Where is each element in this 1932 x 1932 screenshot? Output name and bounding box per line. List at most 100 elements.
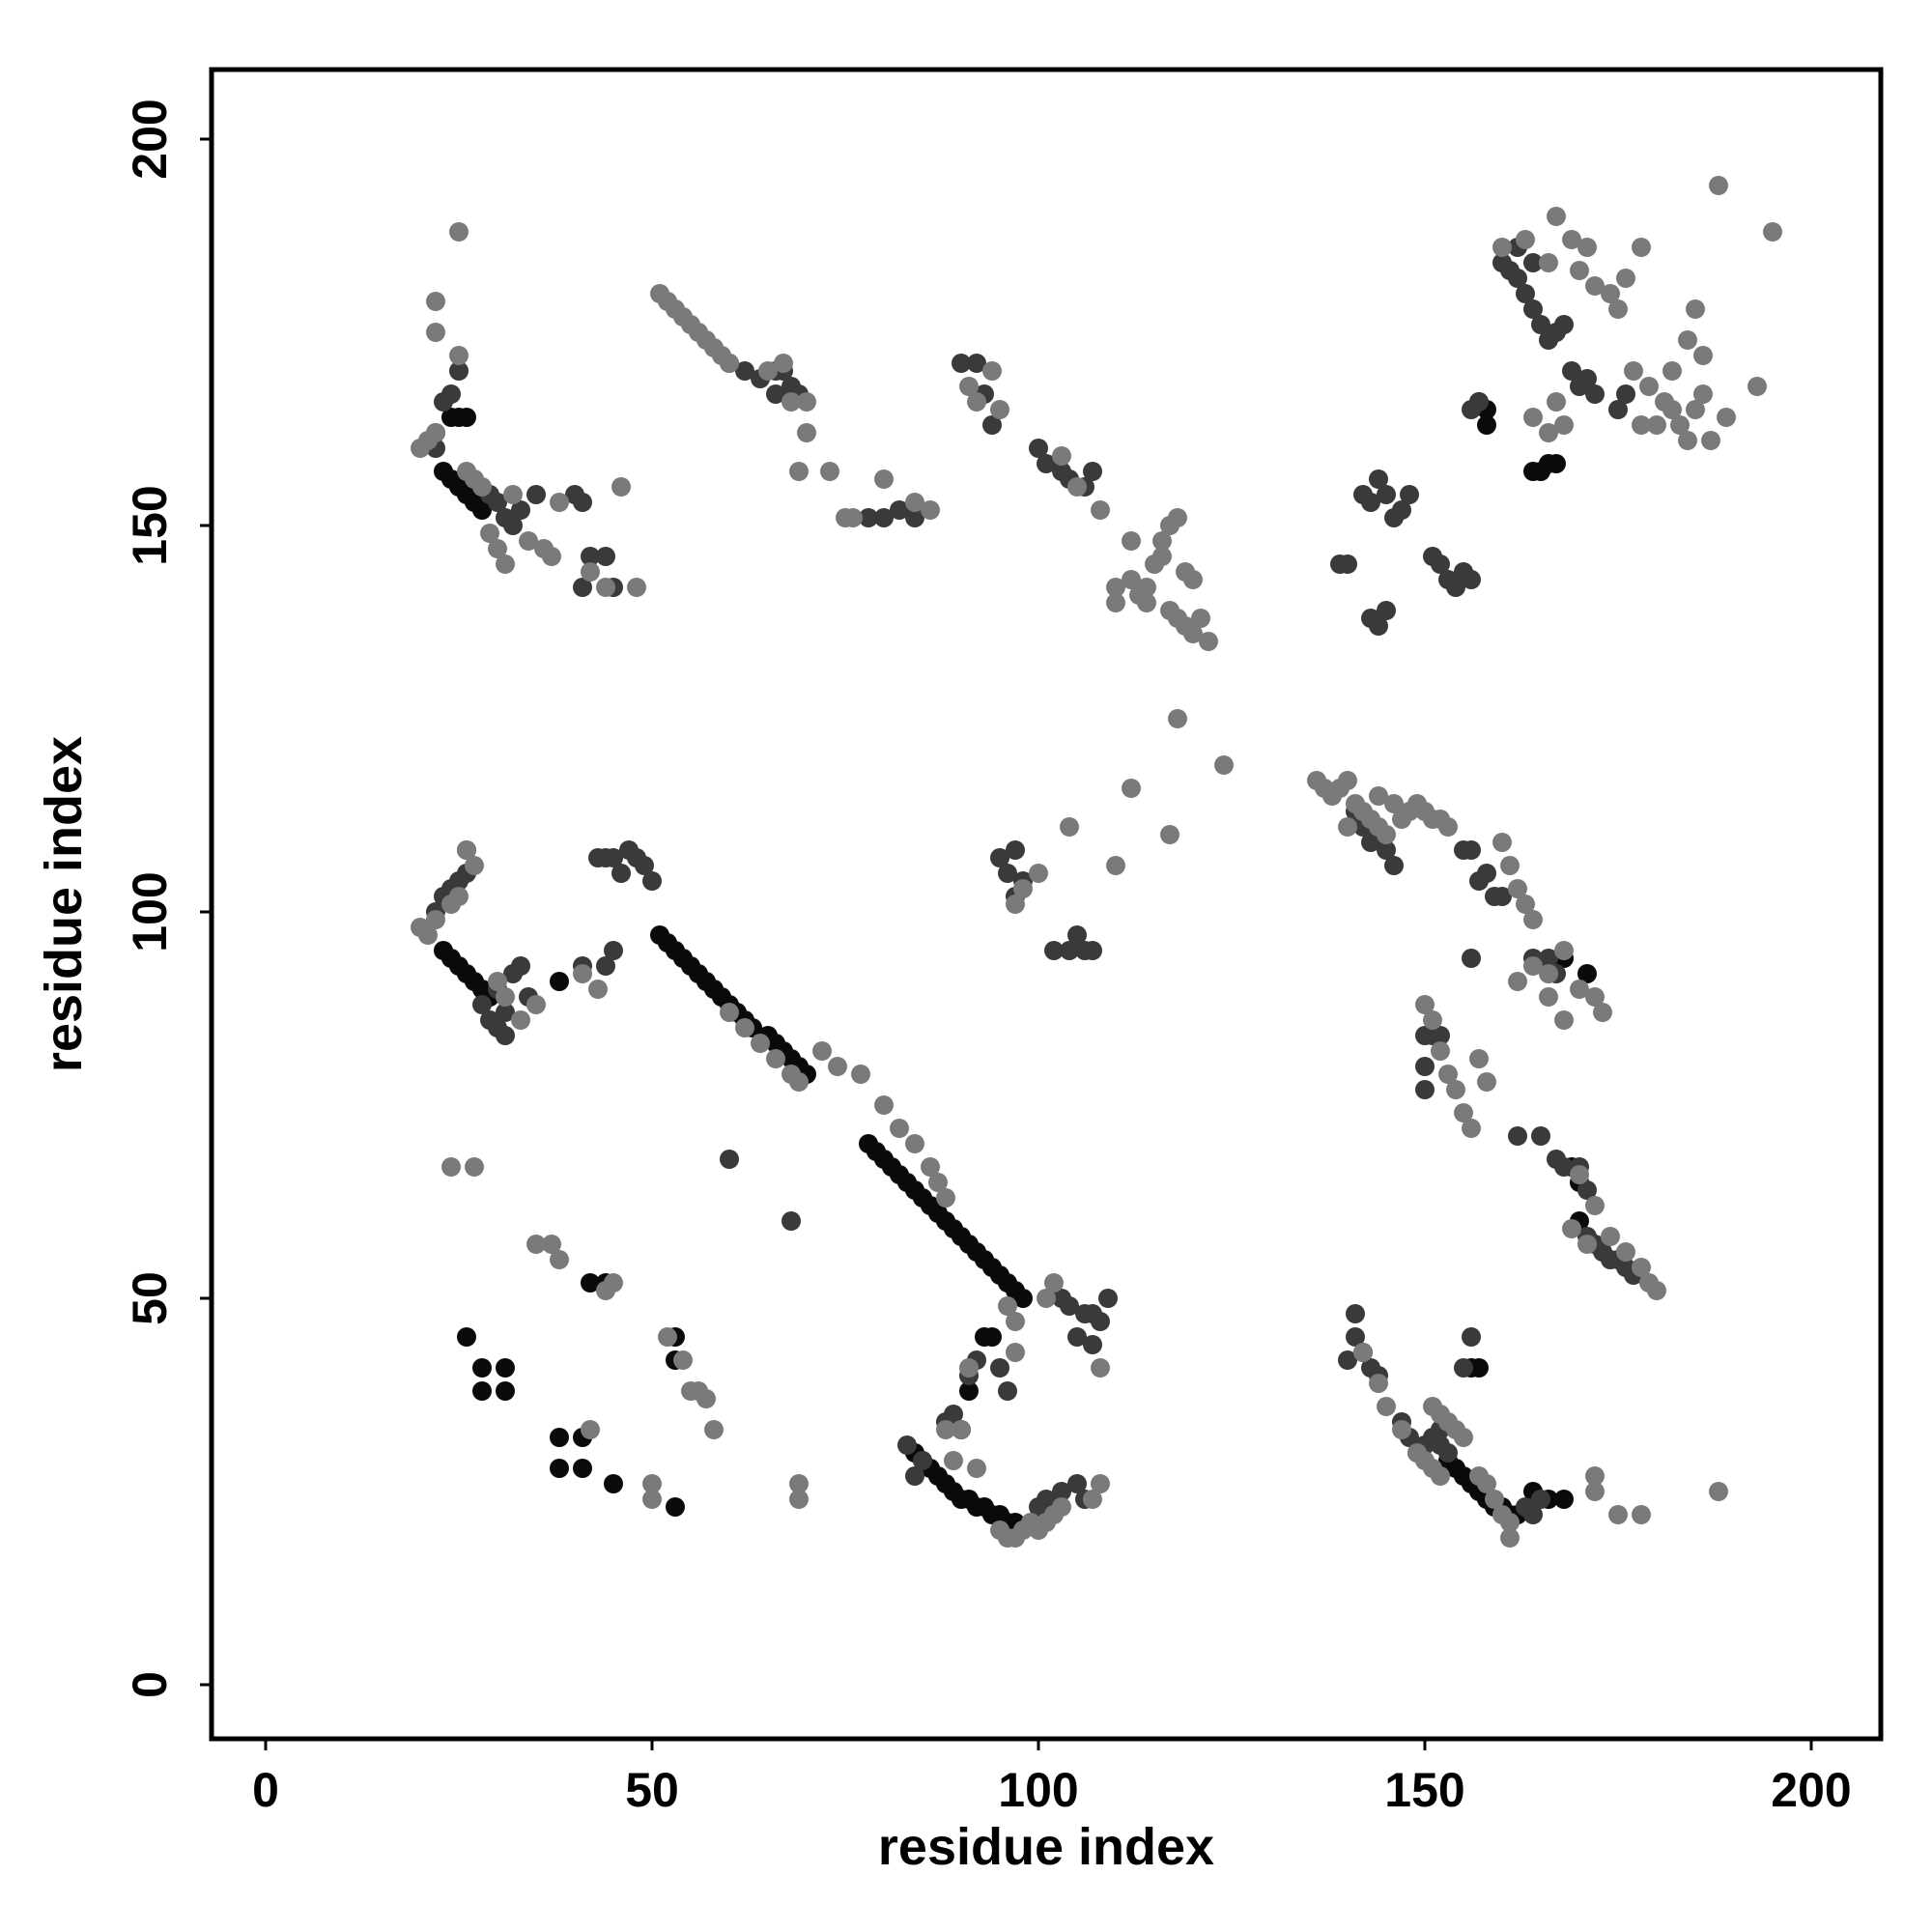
data-point-light-96 — [1091, 500, 1110, 520]
data-point-mid-3 — [441, 384, 461, 404]
data-point-light-70 — [720, 1003, 739, 1022]
data-point-light-257 — [1562, 1219, 1581, 1238]
data-point-light-247 — [1523, 956, 1543, 976]
data-point-light-212 — [1539, 423, 1558, 442]
data-point-light-32 — [496, 987, 515, 1007]
data-point-light-232 — [1701, 431, 1720, 450]
data-point-mid-144 — [1523, 299, 1543, 319]
data-point-light-195 — [1438, 1065, 1458, 1084]
data-point-mid-38 — [635, 856, 654, 875]
data-point-dark-89 — [457, 1327, 476, 1347]
data-point-mid-39 — [642, 871, 662, 891]
data-point-mid-129 — [1400, 485, 1419, 504]
data-point-mid-54 — [967, 354, 986, 373]
data-point-light-208 — [1570, 980, 1589, 999]
data-point-light-89 — [681, 1381, 700, 1401]
data-point-light-186 — [1500, 1528, 1520, 1548]
data-point-mid-121 — [1369, 616, 1388, 636]
data-point-mid-116 — [1523, 1505, 1543, 1524]
data-point-light-237 — [1616, 269, 1635, 288]
data-point-mid-94 — [1067, 1474, 1087, 1493]
data-point-mid-16 — [573, 578, 592, 597]
data-point-light-222 — [1585, 276, 1605, 296]
data-point-light-209 — [1585, 987, 1605, 1007]
data-point-mid-4 — [449, 361, 469, 381]
data-point-mid-66 — [905, 508, 924, 527]
data-point-light-160 — [1384, 794, 1404, 813]
data-point-light-31 — [488, 972, 507, 991]
data-point-mid-75 — [1006, 840, 1025, 860]
data-point-light-243 — [1678, 431, 1697, 450]
data-point-light-78 — [851, 1065, 870, 1084]
data-point-dark-60 — [982, 1327, 1002, 1347]
data-point-light-254 — [1632, 1258, 1651, 1277]
data-point-mid-188 — [1384, 856, 1404, 875]
data-point-mid-151 — [1577, 369, 1597, 388]
data-point-mid-114 — [1462, 1327, 1481, 1347]
data-point-light-9 — [472, 477, 492, 497]
data-point-mid-50 — [735, 361, 754, 381]
data-point-light-35 — [526, 1235, 546, 1254]
data-point-light-146 — [1091, 1474, 1110, 1493]
data-point-mid-143 — [1523, 253, 1543, 272]
data-point-light-226 — [1624, 361, 1643, 381]
data-point-light-112 — [1191, 609, 1210, 628]
data-point-light-94 — [1052, 446, 1071, 466]
data-point-mid-52 — [766, 384, 785, 404]
data-point-light-66 — [673, 1350, 693, 1370]
data-point-light-214 — [1554, 415, 1574, 435]
data-point-light-235 — [1747, 377, 1767, 396]
data-point-mid-99 — [1346, 1304, 1365, 1323]
data-point-mid-83 — [1091, 1312, 1110, 1331]
data-point-light-204 — [1516, 895, 1535, 914]
data-point-light-69 — [704, 1420, 724, 1439]
data-point-light-115 — [1137, 578, 1156, 597]
data-point-light-68 — [696, 1389, 716, 1408]
data-point-mid-82 — [1083, 1335, 1102, 1354]
data-point-light-81 — [905, 1134, 924, 1153]
data-point-dark-77 — [472, 1358, 492, 1378]
data-point-dark-17 — [581, 1273, 600, 1293]
data-point-mid-137 — [1462, 400, 1481, 419]
data-point-mid-58 — [1037, 454, 1056, 473]
data-point-mid-64 — [874, 508, 894, 527]
data-point-light-76 — [812, 1041, 832, 1061]
data-point-light-236 — [1763, 222, 1782, 242]
data-point-mid-96 — [1052, 1482, 1071, 1501]
data-point-mid-84 — [1098, 1289, 1118, 1308]
data-point-light-80 — [890, 1119, 909, 1138]
data-point-light-107 — [1183, 570, 1203, 589]
data-point-light-16 — [542, 547, 561, 566]
data-point-mid-27 — [496, 1003, 515, 1022]
y-tick-label-2: 100 — [123, 871, 177, 952]
data-point-dark-58 — [1013, 1289, 1033, 1308]
data-point-mid-40 — [604, 941, 623, 960]
data-point-mid-35 — [611, 864, 631, 883]
data-point-light-168 — [1353, 1343, 1373, 1362]
data-point-dark-80 — [496, 1358, 515, 1378]
data-point-mid-85 — [990, 1358, 1009, 1378]
data-point-mid-65 — [890, 500, 909, 520]
data-point-mid-168 — [1554, 1157, 1574, 1177]
data-point-light-4 — [426, 323, 445, 342]
data-point-light-117 — [1168, 709, 1187, 728]
data-point-light-126 — [998, 1296, 1017, 1316]
data-point-light-241 — [1686, 299, 1705, 319]
data-point-light-105 — [1152, 547, 1172, 566]
data-point-light-17 — [550, 493, 569, 512]
data-point-mid-122 — [1377, 601, 1396, 620]
data-point-mid-78 — [1060, 1296, 1079, 1316]
data-point-light-218 — [1547, 207, 1566, 226]
data-point-light-230 — [1686, 400, 1705, 419]
data-point-light-42 — [604, 1273, 623, 1293]
data-point-mid-119 — [1338, 554, 1357, 574]
data-point-light-29 — [441, 1157, 461, 1177]
data-point-light-86 — [789, 1490, 809, 1509]
data-point-light-64 — [921, 500, 940, 520]
data-point-light-26 — [449, 887, 469, 906]
data-point-light-39 — [573, 964, 592, 983]
data-point-mid-43 — [720, 1150, 739, 1169]
data-point-mid-112 — [1438, 1443, 1458, 1463]
data-point-mid-12 — [573, 493, 592, 512]
